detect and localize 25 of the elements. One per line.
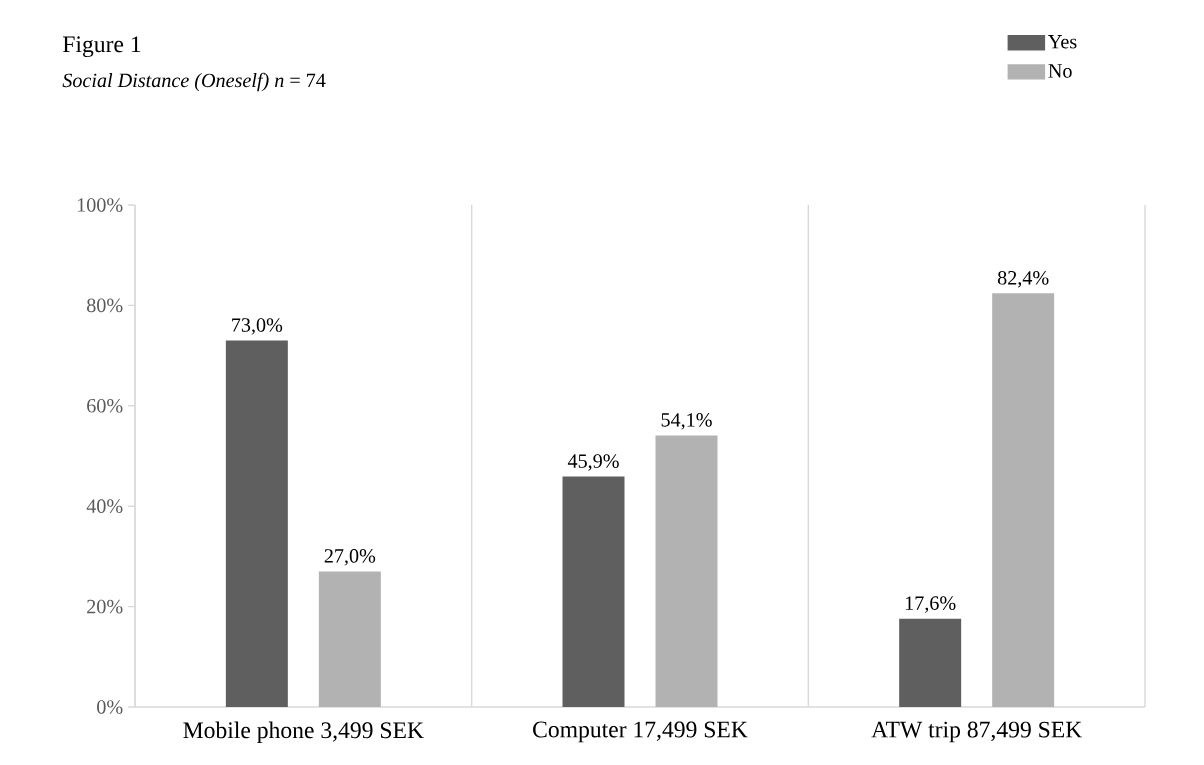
data-label: 82,4% <box>997 271 1049 288</box>
x-tick-label: Computer 17,499 SEK <box>533 721 748 743</box>
x-tick-label: Mobile phone 3,499 SEK <box>183 721 424 744</box>
legend-label: Yes <box>1048 35 1077 49</box>
y-tick-label: 40% <box>86 499 123 514</box>
legend-label: No <box>1048 64 1072 78</box>
bar <box>318 571 381 707</box>
bar <box>992 293 1055 707</box>
data-label: 17,6% <box>905 596 956 613</box>
y-tick-label: 80% <box>87 298 123 313</box>
x-tick-label: ATW trip 87,499 SEK <box>871 721 1083 743</box>
y-tick-label: 60% <box>87 398 123 413</box>
data-label: 27,0% <box>324 549 376 566</box>
chart-subtitle: Social Distance (Oneself) n = 74 <box>62 72 326 92</box>
bar <box>655 435 718 707</box>
y-tick-label: 0% <box>97 700 123 714</box>
chart-title: Figure 1 <box>62 36 141 58</box>
bar <box>562 476 625 707</box>
data-label: 54,1% <box>661 413 712 430</box>
y-tick-label: 20% <box>87 599 123 614</box>
bar <box>899 618 962 707</box>
y-tick-label: 100% <box>77 198 123 212</box>
bar <box>225 340 288 707</box>
data-label: 45,9% <box>567 454 619 471</box>
data-label: 73,0% <box>232 318 283 335</box>
